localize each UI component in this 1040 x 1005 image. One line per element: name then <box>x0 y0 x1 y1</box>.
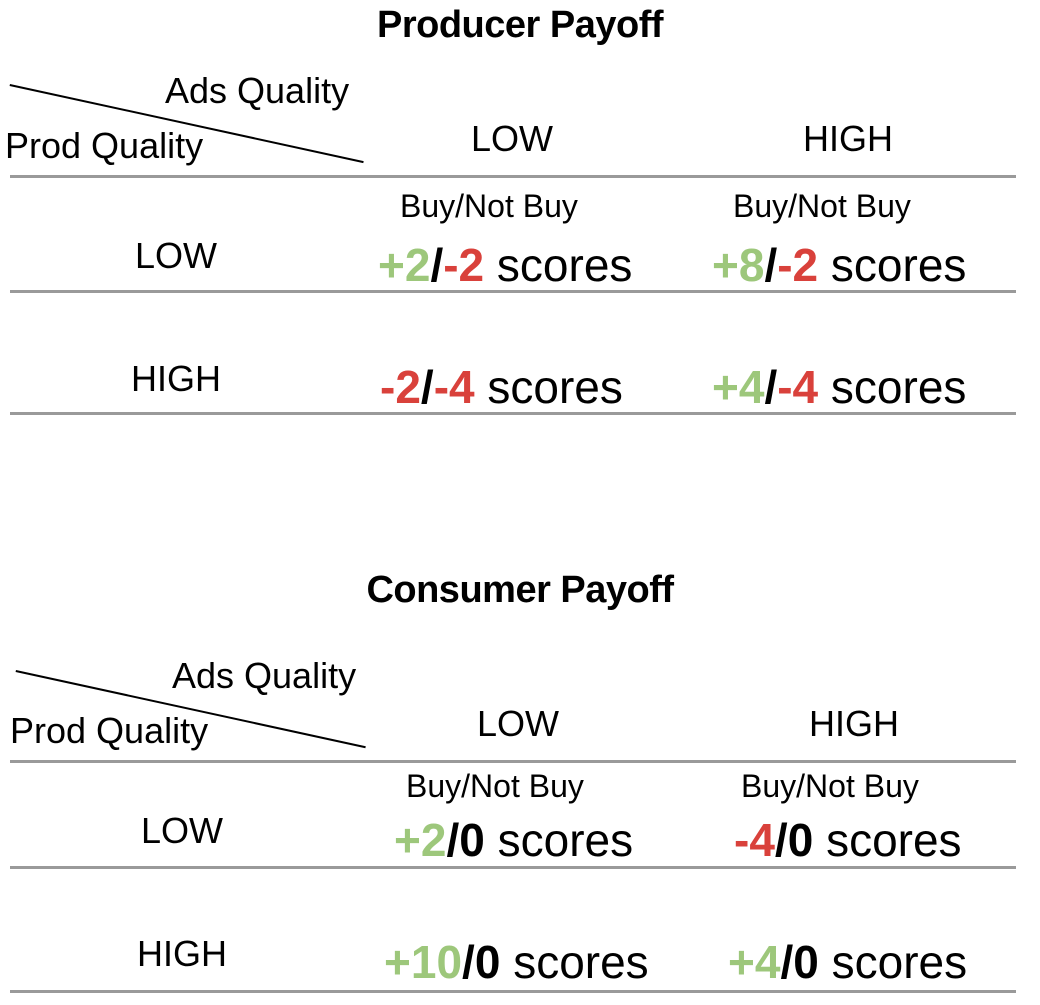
row-header-low: LOW <box>140 810 223 851</box>
table-title: Producer Payoff <box>376 4 664 46</box>
unit-label: scores <box>513 936 649 988</box>
slash: / <box>420 361 434 413</box>
slash: / <box>462 936 475 988</box>
buy-payoff: +4 <box>712 361 765 413</box>
payoff-cell: +2/-2 scores <box>378 238 632 292</box>
subheader-buy-not-buy: Buy/Not Buy <box>400 188 578 224</box>
row-rule <box>10 290 1016 293</box>
unit-label: scores <box>497 814 634 866</box>
producer-payoff-table: Producer Payoff Ads Quality Prod Quality… <box>0 0 1040 440</box>
slash: / <box>430 239 444 291</box>
buy-payoff: +2 <box>378 239 431 291</box>
column-axis-label: Ads Quality <box>165 70 350 111</box>
column-header-low: LOW <box>476 703 559 744</box>
unit-label: scores <box>496 239 633 291</box>
not-buy-payoff: -2 <box>777 239 819 291</box>
payoff-cell: +4/-4 scores <box>712 360 966 414</box>
payoff-cell: +10/0 scores <box>384 935 649 989</box>
row-rule <box>10 412 1016 415</box>
slash: / <box>764 239 778 291</box>
unit-label: scores <box>487 361 623 413</box>
payoff-cell: -2/-4 scores <box>380 360 623 414</box>
column-header-high: HIGH <box>809 703 899 744</box>
not-buy-payoff: 0 <box>787 814 814 866</box>
unit-label: scores <box>826 814 962 866</box>
unit-label: scores <box>831 936 968 988</box>
payoff-cell: +2/0 scores <box>394 813 633 867</box>
not-buy-payoff: -2 <box>443 239 485 291</box>
header-rule <box>10 175 1016 178</box>
slash: / <box>774 814 788 866</box>
buy-payoff: -4 <box>734 814 775 866</box>
row-header-high: HIGH <box>131 358 221 399</box>
slash: / <box>446 814 460 866</box>
buy-payoff: +2 <box>394 814 447 866</box>
column-header-low: LOW <box>470 118 553 159</box>
buy-payoff: -2 <box>380 361 421 413</box>
header-rule <box>10 760 1016 763</box>
column-header-high: HIGH <box>803 118 893 159</box>
subheader-buy-not-buy: Buy/Not Buy <box>733 188 911 224</box>
consumer-payoff-table: Consumer Payoff Ads Quality Prod Quality… <box>0 565 1040 1005</box>
buy-payoff: +10 <box>384 936 463 988</box>
row-header-low: LOW <box>134 235 217 276</box>
payoff-cell: +8/-2 scores <box>712 238 966 292</box>
buy-payoff: +8 <box>712 239 765 291</box>
column-axis-label: Ads Quality <box>172 655 357 696</box>
slash: / <box>764 361 778 413</box>
row-axis-label: Prod Quality <box>5 125 204 166</box>
row-axis-label: Prod Quality <box>10 710 209 751</box>
not-buy-payoff: 0 <box>793 936 819 988</box>
not-buy-payoff: -4 <box>777 361 819 413</box>
subheader-buy-not-buy: Buy/Not Buy <box>406 768 584 804</box>
subheader-buy-not-buy: Buy/Not Buy <box>741 768 919 804</box>
not-buy-payoff: 0 <box>459 814 485 866</box>
not-buy-payoff: -4 <box>433 361 475 413</box>
row-rule <box>10 866 1016 869</box>
buy-payoff: +4 <box>728 936 781 988</box>
row-rule <box>10 990 1016 993</box>
not-buy-payoff: 0 <box>474 936 501 988</box>
table-title: Consumer Payoff <box>366 569 674 611</box>
unit-label: scores <box>830 361 967 413</box>
slash: / <box>780 936 794 988</box>
payoff-cell: -4/0 scores <box>734 813 962 867</box>
unit-label: scores <box>830 239 967 291</box>
payoff-cell: +4/0 scores <box>728 935 967 989</box>
row-header-high: HIGH <box>137 933 227 974</box>
